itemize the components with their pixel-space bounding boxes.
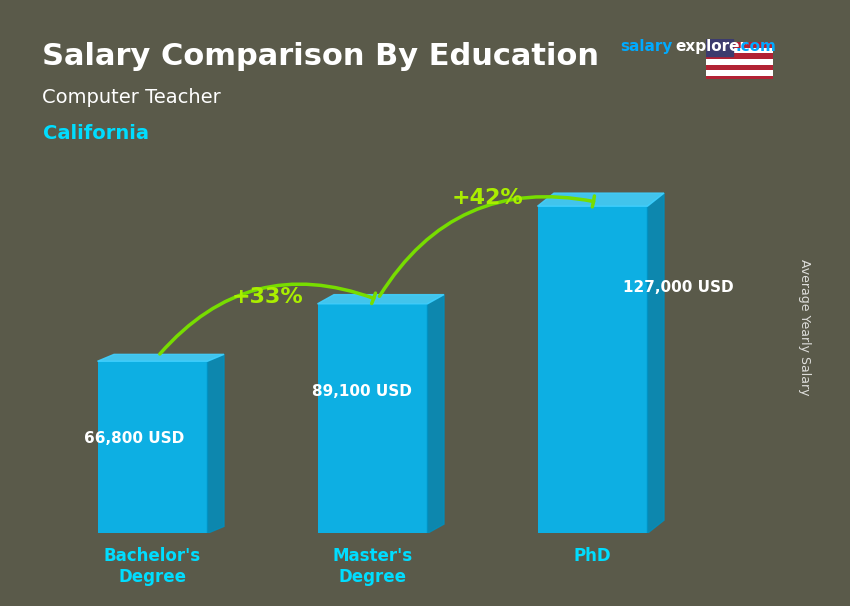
Text: .com: .com (735, 39, 776, 55)
Bar (706, 53, 774, 59)
Text: Computer Teacher: Computer Teacher (42, 88, 221, 107)
Bar (706, 59, 774, 65)
Polygon shape (428, 295, 444, 533)
Bar (706, 76, 774, 82)
Text: Salary Comparison By Education: Salary Comparison By Education (42, 42, 599, 72)
Text: 89,100 USD: 89,100 USD (312, 384, 412, 399)
Bar (706, 42, 774, 48)
Polygon shape (207, 355, 224, 533)
Bar (706, 70, 774, 76)
Text: California: California (42, 124, 149, 143)
Bar (706, 48, 774, 53)
Bar (706, 65, 774, 70)
Text: 127,000 USD: 127,000 USD (623, 281, 734, 296)
Polygon shape (537, 193, 664, 206)
Bar (98, 361, 207, 533)
Bar (537, 206, 648, 533)
Polygon shape (706, 39, 733, 56)
Polygon shape (98, 355, 224, 361)
Polygon shape (648, 193, 664, 533)
Text: +33%: +33% (232, 287, 304, 307)
Text: +42%: +42% (452, 187, 524, 207)
Text: Average Yearly Salary: Average Yearly Salary (798, 259, 811, 396)
Polygon shape (318, 295, 444, 304)
Text: 66,800 USD: 66,800 USD (84, 431, 184, 446)
Text: explorer: explorer (676, 39, 748, 55)
Text: salary: salary (620, 39, 673, 55)
Bar (318, 304, 428, 533)
